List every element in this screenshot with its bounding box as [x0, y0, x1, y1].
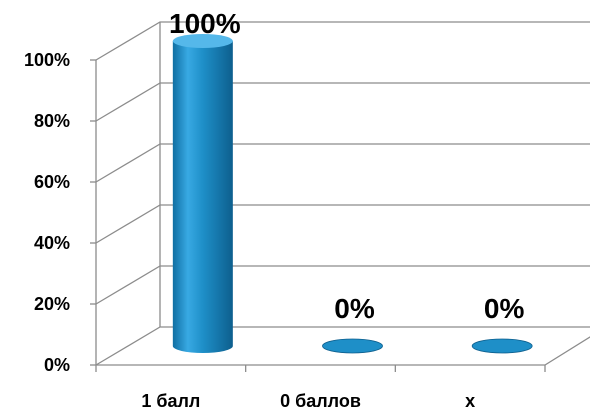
y-tick-label: 80% — [34, 111, 70, 131]
x-tick-label: 1 балл — [141, 391, 200, 411]
data-label: 0% — [484, 293, 525, 324]
axes — [90, 22, 590, 372]
data-label: 100% — [169, 8, 241, 39]
bar — [172, 34, 233, 353]
bar — [471, 338, 533, 354]
labels: 0% 20% 40% 60% 80% 100% 100% 1 балл 0% 0 баллов 0%… — [24, 8, 525, 411]
y-tick-label: 40% — [34, 233, 70, 253]
bar — [322, 338, 383, 354]
gridline — [95, 204, 590, 244]
gridline — [95, 82, 590, 122]
gridline — [95, 143, 590, 183]
y-tick-label: 20% — [34, 294, 70, 314]
y-tick-label: 60% — [34, 172, 70, 192]
bars — [172, 34, 533, 354]
x-tick-label: x — [465, 391, 475, 411]
y-tick-label: 100% — [24, 50, 70, 70]
data-label: 0% — [334, 293, 375, 324]
y-tick-label: 0% — [44, 355, 70, 375]
x-tick-label: 0 баллов — [280, 391, 361, 411]
